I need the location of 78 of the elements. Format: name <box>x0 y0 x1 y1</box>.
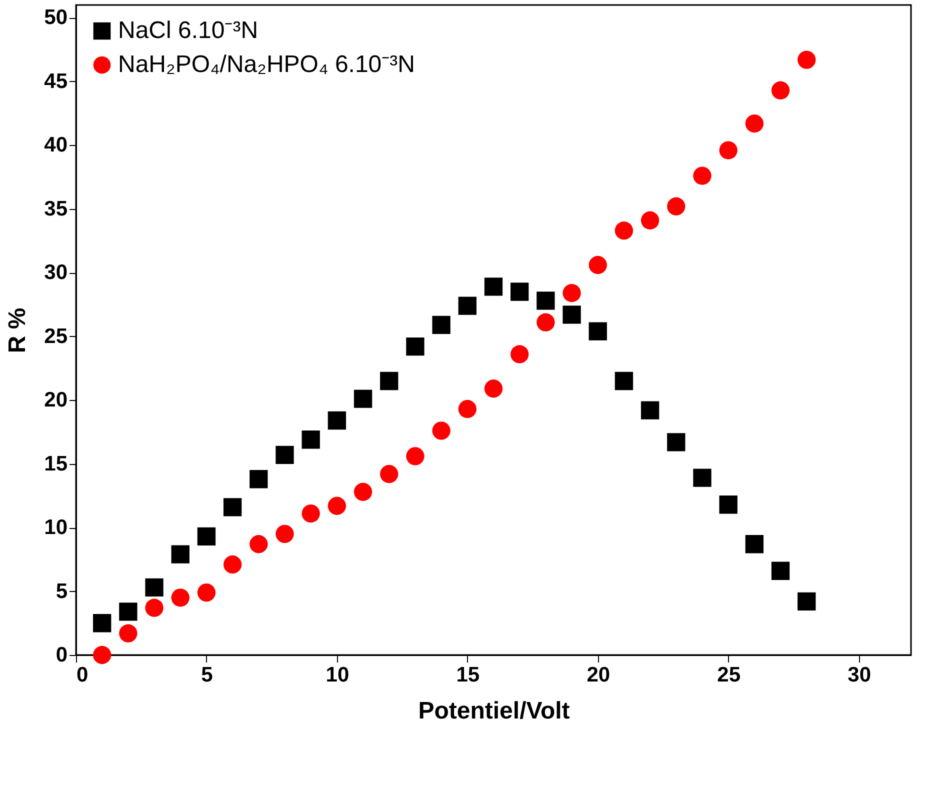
y-axis-title: R % <box>4 308 32 354</box>
point <box>510 282 529 301</box>
point <box>667 433 686 452</box>
point <box>693 166 712 185</box>
point <box>380 464 398 484</box>
point <box>276 446 294 464</box>
point <box>250 470 268 488</box>
point <box>640 401 660 420</box>
x-axis-title: Potentiel/Volt <box>418 698 570 724</box>
y-tick-label: 15 <box>44 452 68 476</box>
point <box>588 322 607 340</box>
y-tick-label: 20 <box>44 388 68 412</box>
point <box>145 598 164 617</box>
point <box>328 411 346 430</box>
y-tick-label: 50 <box>44 6 68 30</box>
legend-label: NaH₂PO₄/Na₂HPO₄ 6.10⁻³N <box>118 51 415 78</box>
x-tick-label: 30 <box>848 664 871 686</box>
point <box>536 313 555 332</box>
point <box>667 197 686 216</box>
point <box>562 306 581 324</box>
x-tick-label: 15 <box>456 664 480 686</box>
x-tick-label: 5 <box>201 664 214 686</box>
point <box>432 316 450 334</box>
point <box>119 624 138 642</box>
y-tick-label: 30 <box>44 261 68 284</box>
point <box>119 602 138 621</box>
y-tick-label: 40 <box>44 134 68 157</box>
y-tick-label: 5 <box>56 580 68 603</box>
point <box>171 588 190 607</box>
point <box>693 468 712 487</box>
point <box>197 527 216 546</box>
y-tick-label: 10 <box>44 516 68 540</box>
point <box>771 562 790 580</box>
point <box>719 496 738 514</box>
point <box>223 555 242 574</box>
x-tick-label: 0 <box>76 664 88 686</box>
point <box>276 524 294 543</box>
point <box>458 400 476 418</box>
x-tick-label: 20 <box>586 664 610 686</box>
point <box>458 296 476 315</box>
point <box>145 578 164 597</box>
point <box>406 447 424 466</box>
point <box>640 211 660 230</box>
point <box>484 380 503 398</box>
point <box>798 592 816 611</box>
x-tick-label: 25 <box>717 664 741 686</box>
point <box>745 535 764 554</box>
point <box>354 390 372 408</box>
point <box>771 81 790 100</box>
point <box>510 345 529 364</box>
point <box>719 141 738 160</box>
point <box>197 583 216 602</box>
point <box>406 337 424 356</box>
point <box>588 256 607 274</box>
legend-label: NaCl 6.10⁻³N <box>118 17 258 44</box>
y-tick-label: 35 <box>44 197 68 220</box>
point <box>484 278 503 296</box>
point <box>536 292 555 310</box>
point <box>302 430 320 449</box>
point <box>328 496 346 515</box>
point <box>614 372 634 390</box>
point <box>302 504 320 523</box>
y-tick-label: 45 <box>44 70 68 93</box>
y-tick-label: 0 <box>56 644 68 666</box>
point <box>562 284 581 302</box>
point <box>798 50 816 69</box>
y-tick-label: 25 <box>44 324 68 348</box>
x-tick-label: 10 <box>326 664 350 686</box>
point <box>250 535 268 554</box>
point <box>745 114 764 133</box>
point <box>432 422 450 440</box>
point <box>614 222 634 240</box>
point <box>93 646 112 664</box>
point <box>223 498 242 516</box>
point <box>171 545 190 564</box>
point <box>354 482 372 501</box>
point <box>93 614 112 632</box>
point <box>380 372 398 390</box>
